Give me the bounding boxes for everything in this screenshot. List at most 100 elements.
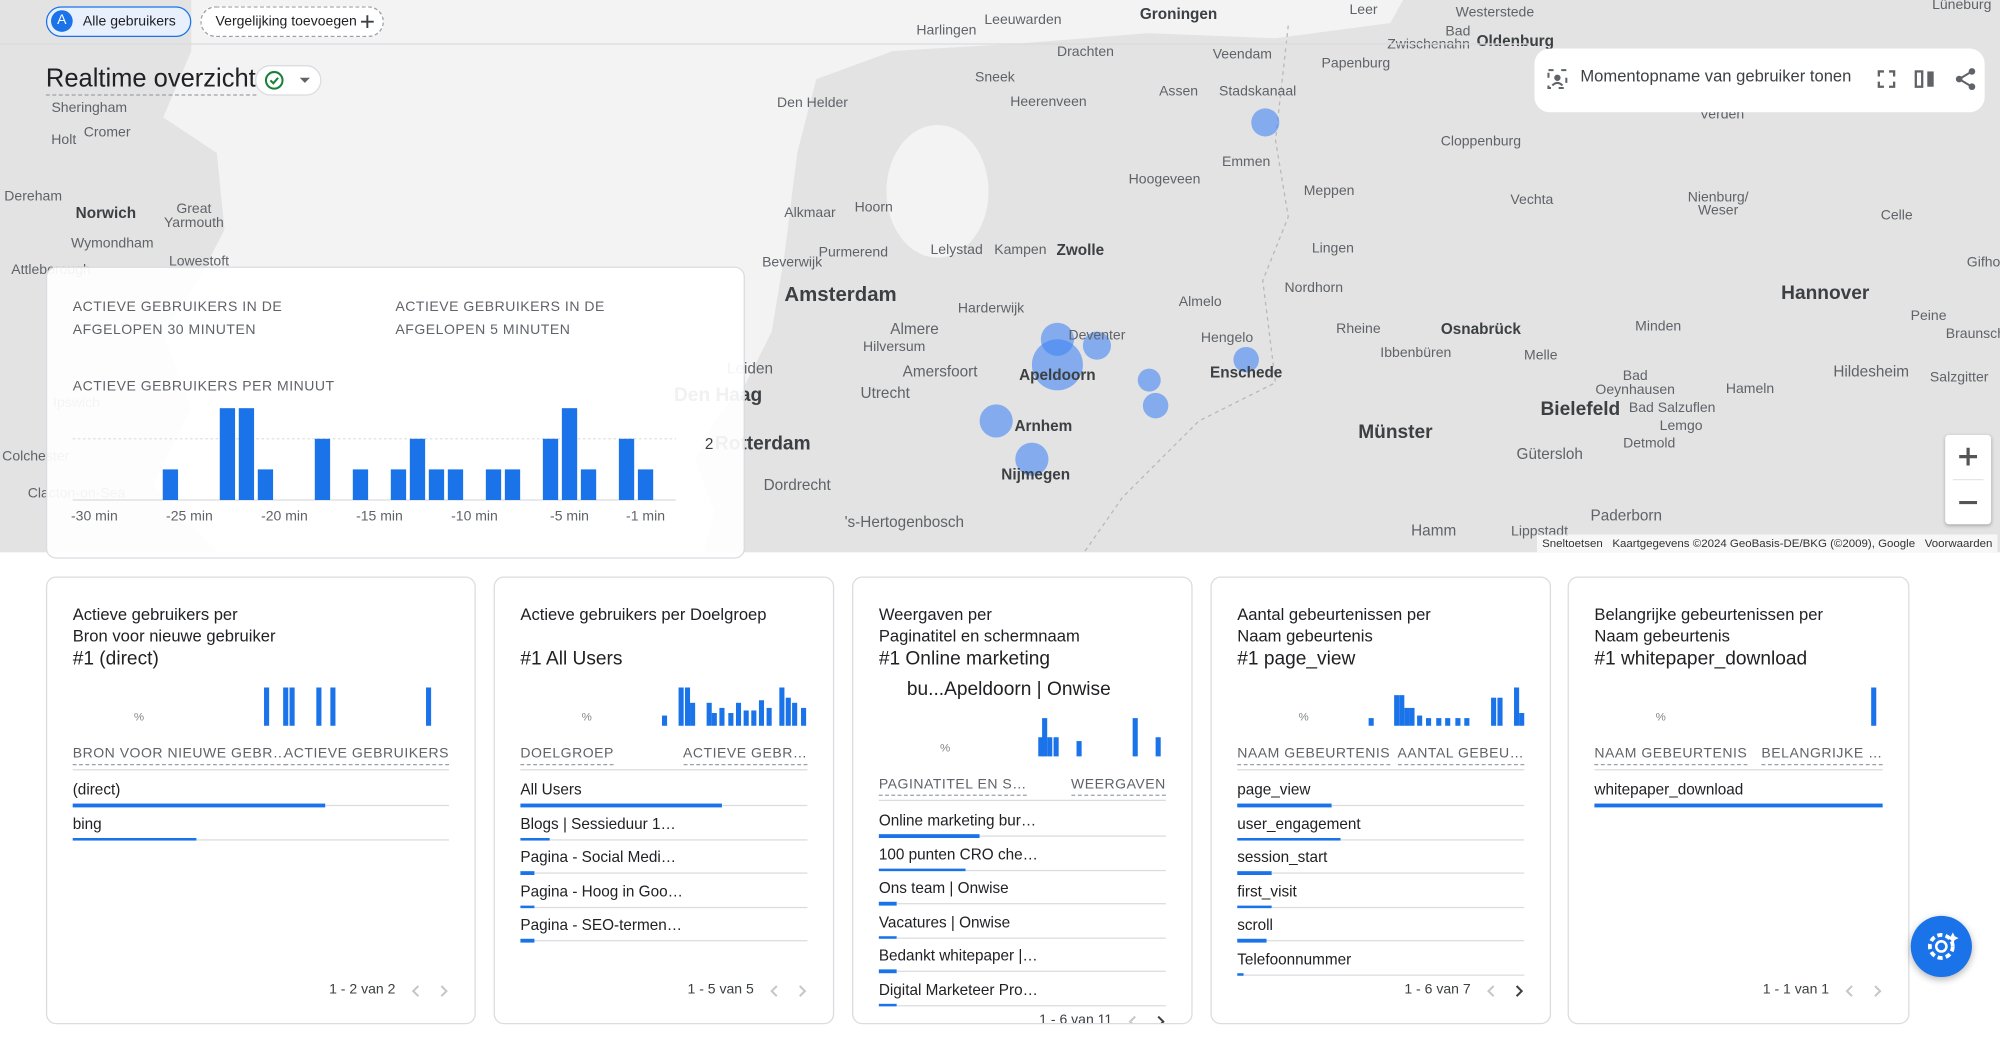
- pagination-arrows[interactable]: [406, 982, 457, 1000]
- map-label: Arnhem: [1014, 417, 1073, 435]
- row-label[interactable]: Online marketing bur…: [878, 811, 1037, 830]
- fullscreen-icon[interactable]: [1874, 66, 1900, 92]
- card-title[interactable]: Naam gebeurtenis: [1237, 626, 1373, 646]
- row-label[interactable]: Bedankt whitepaper |…: [878, 946, 1038, 965]
- map-label: Dordrecht: [763, 475, 831, 494]
- pagination-arrows[interactable]: [764, 982, 815, 1000]
- map-label: Oldenburg: [1476, 31, 1554, 50]
- row-label[interactable]: Pagina - SEO-termen…: [520, 915, 683, 934]
- column-header[interactable]: ACTIEVE GEBRUIKERS: [283, 744, 449, 766]
- row-bar: [520, 803, 722, 807]
- row-bar: [1237, 938, 1266, 942]
- map-label: Stadskanaal: [1219, 84, 1297, 100]
- card-title[interactable]: Actieve gebruikers per Doelgroep: [520, 604, 767, 624]
- map-label: Bad: [1622, 368, 1648, 384]
- column-header[interactable]: PAGINATITEL EN S…: [878, 774, 1027, 796]
- pagination-arrows[interactable]: [1122, 1013, 1173, 1024]
- chip-all-users[interactable]: A Alle gebruikers: [45, 6, 192, 37]
- sparkline-bar: [283, 687, 288, 726]
- snapshot-icon[interactable]: [1545, 66, 1571, 92]
- column-header[interactable]: DOELGROEP: [520, 744, 614, 766]
- card-title[interactable]: Aantal gebeurtenissen per: [1237, 604, 1431, 624]
- card-title[interactable]: Actieve gebruikers per: [72, 604, 238, 624]
- zoom-icons[interactable]: [1945, 435, 1991, 524]
- row-label[interactable]: Vacatures | Onwise: [878, 912, 1011, 931]
- status-chip[interactable]: [255, 65, 322, 96]
- percent-label: %: [940, 741, 951, 754]
- row-rule: [1271, 906, 1525, 908]
- arrows[interactable]: [1839, 982, 1890, 1000]
- row-rule: [964, 869, 1166, 871]
- column-header[interactable]: AANTAL GEBEU…: [1397, 744, 1525, 766]
- map-label: Sheringham: [51, 100, 128, 117]
- map-label: Hannover: [1781, 282, 1870, 305]
- arrows[interactable]: [406, 982, 457, 1000]
- card-title[interactable]: Weergaven per: [878, 604, 992, 624]
- sparkline-bar: [1417, 715, 1422, 726]
- column-header[interactable]: NAAM GEBEURTENIS: [1594, 744, 1748, 766]
- row-bar: [878, 969, 897, 973]
- row-label[interactable]: session_start: [1237, 848, 1328, 867]
- shortcuts[interactable]: Sneltoetsen: [1542, 536, 1603, 550]
- column-header[interactable]: ACTIEVE GEBR…: [683, 744, 808, 766]
- column-header[interactable]: WEERGAVEN: [1071, 774, 1166, 796]
- sparkline-bar: [1491, 697, 1496, 726]
- row-bar: [1237, 837, 1341, 841]
- row-label[interactable]: All Users: [520, 780, 582, 799]
- row-label[interactable]: Pagina - Hoog in Goo…: [520, 882, 683, 900]
- header-rule: [1237, 769, 1525, 771]
- terms[interactable]: Voorwaarden: [1924, 536, 1993, 550]
- map-label: Bielefeld: [1540, 398, 1621, 421]
- column-header[interactable]: BRON VOOR NIEUWE GEBR…: [72, 744, 288, 766]
- chart-title: ACTIEVE GEBRUIKERS PER MINUUT: [72, 378, 335, 395]
- insights-button[interactable]: [1910, 915, 1972, 978]
- arrows[interactable]: [1481, 982, 1532, 1000]
- column-header[interactable]: BELANGRIJKE …: [1761, 744, 1883, 766]
- card-title[interactable]: Naam gebeurtenis: [1594, 626, 1730, 646]
- row-label[interactable]: 100 punten CRO che…: [878, 845, 1038, 863]
- row-label[interactable]: whitepaper_download: [1594, 780, 1744, 799]
- row-label[interactable]: bing: [72, 814, 102, 833]
- arrows[interactable]: [1122, 1013, 1173, 1024]
- snapshot-label[interactable]: Momentopname van gebruiker tonen: [1580, 66, 1852, 86]
- kpi-header[interactable]: ACTIEVE GEBRUIKERS IN DE AFGELOPEN 30 MI…: [72, 299, 283, 339]
- kpi-header[interactable]: ACTIEVE GEBRUIKERS IN DE AFGELOPEN 5 MIN…: [395, 299, 605, 339]
- pagination-arrows[interactable]: [1481, 982, 1532, 1000]
- row-label[interactable]: page_view: [1237, 780, 1311, 799]
- row-rule: [979, 835, 1166, 837]
- chip-add-comparison[interactable]: Vergelijking toevoegen: [200, 6, 384, 37]
- map-label: Lingen: [1311, 241, 1354, 257]
- zoom-controls: [1945, 434, 1992, 525]
- row-label[interactable]: user_engagement: [1237, 814, 1361, 833]
- row-bar: [1237, 904, 1272, 909]
- row-label[interactable]: Pagina - Social Medi…: [520, 848, 677, 867]
- arrows[interactable]: [764, 982, 815, 1000]
- card-title[interactable]: Belangrijke gebeurtenissen per: [1594, 604, 1824, 624]
- map-label: Minden: [1635, 318, 1682, 335]
- share-icon[interactable]: [1953, 66, 1979, 92]
- row-label[interactable]: scroll: [1237, 915, 1273, 934]
- map-data[interactable]: Kaartgegevens ©2024 GeoBasis-DE/BKG (©20…: [1612, 536, 1916, 550]
- map-label: Nordhorn: [1284, 280, 1344, 296]
- compare-icon[interactable]: [1912, 66, 1938, 92]
- row-label[interactable]: Telefoonnummer: [1237, 949, 1352, 968]
- map-label: Lüneburg: [1932, 0, 1992, 13]
- row-label[interactable]: first_visit: [1237, 882, 1297, 900]
- row-rule: [896, 970, 1166, 972]
- map-label: Beverwijk: [762, 255, 823, 271]
- row-label[interactable]: (direct): [72, 780, 121, 799]
- row-label[interactable]: Ons team | Onwise: [878, 878, 1009, 897]
- column-header[interactable]: NAAM GEBEURTENIS: [1237, 744, 1391, 766]
- map-label: Wymondham: [70, 235, 154, 252]
- sparkline-bar: [1497, 697, 1502, 726]
- pagination-arrows[interactable]: [1839, 982, 1890, 1000]
- map-label: Harderwijk: [957, 301, 1025, 317]
- map-label: Deventer: [1068, 327, 1126, 344]
- row-label[interactable]: Blogs | Sessieduur 1…: [520, 814, 676, 833]
- row-label[interactable]: Digital Marketeer Pro…: [878, 980, 1038, 999]
- sparkline-bar: [1038, 737, 1043, 757]
- header-rule: [878, 799, 1166, 802]
- sparkline-bar: [1053, 737, 1059, 757]
- card-title[interactable]: Paginatitel en schermnaam: [878, 626, 1080, 646]
- card-title[interactable]: Bron voor nieuwe gebruiker: [72, 626, 276, 646]
